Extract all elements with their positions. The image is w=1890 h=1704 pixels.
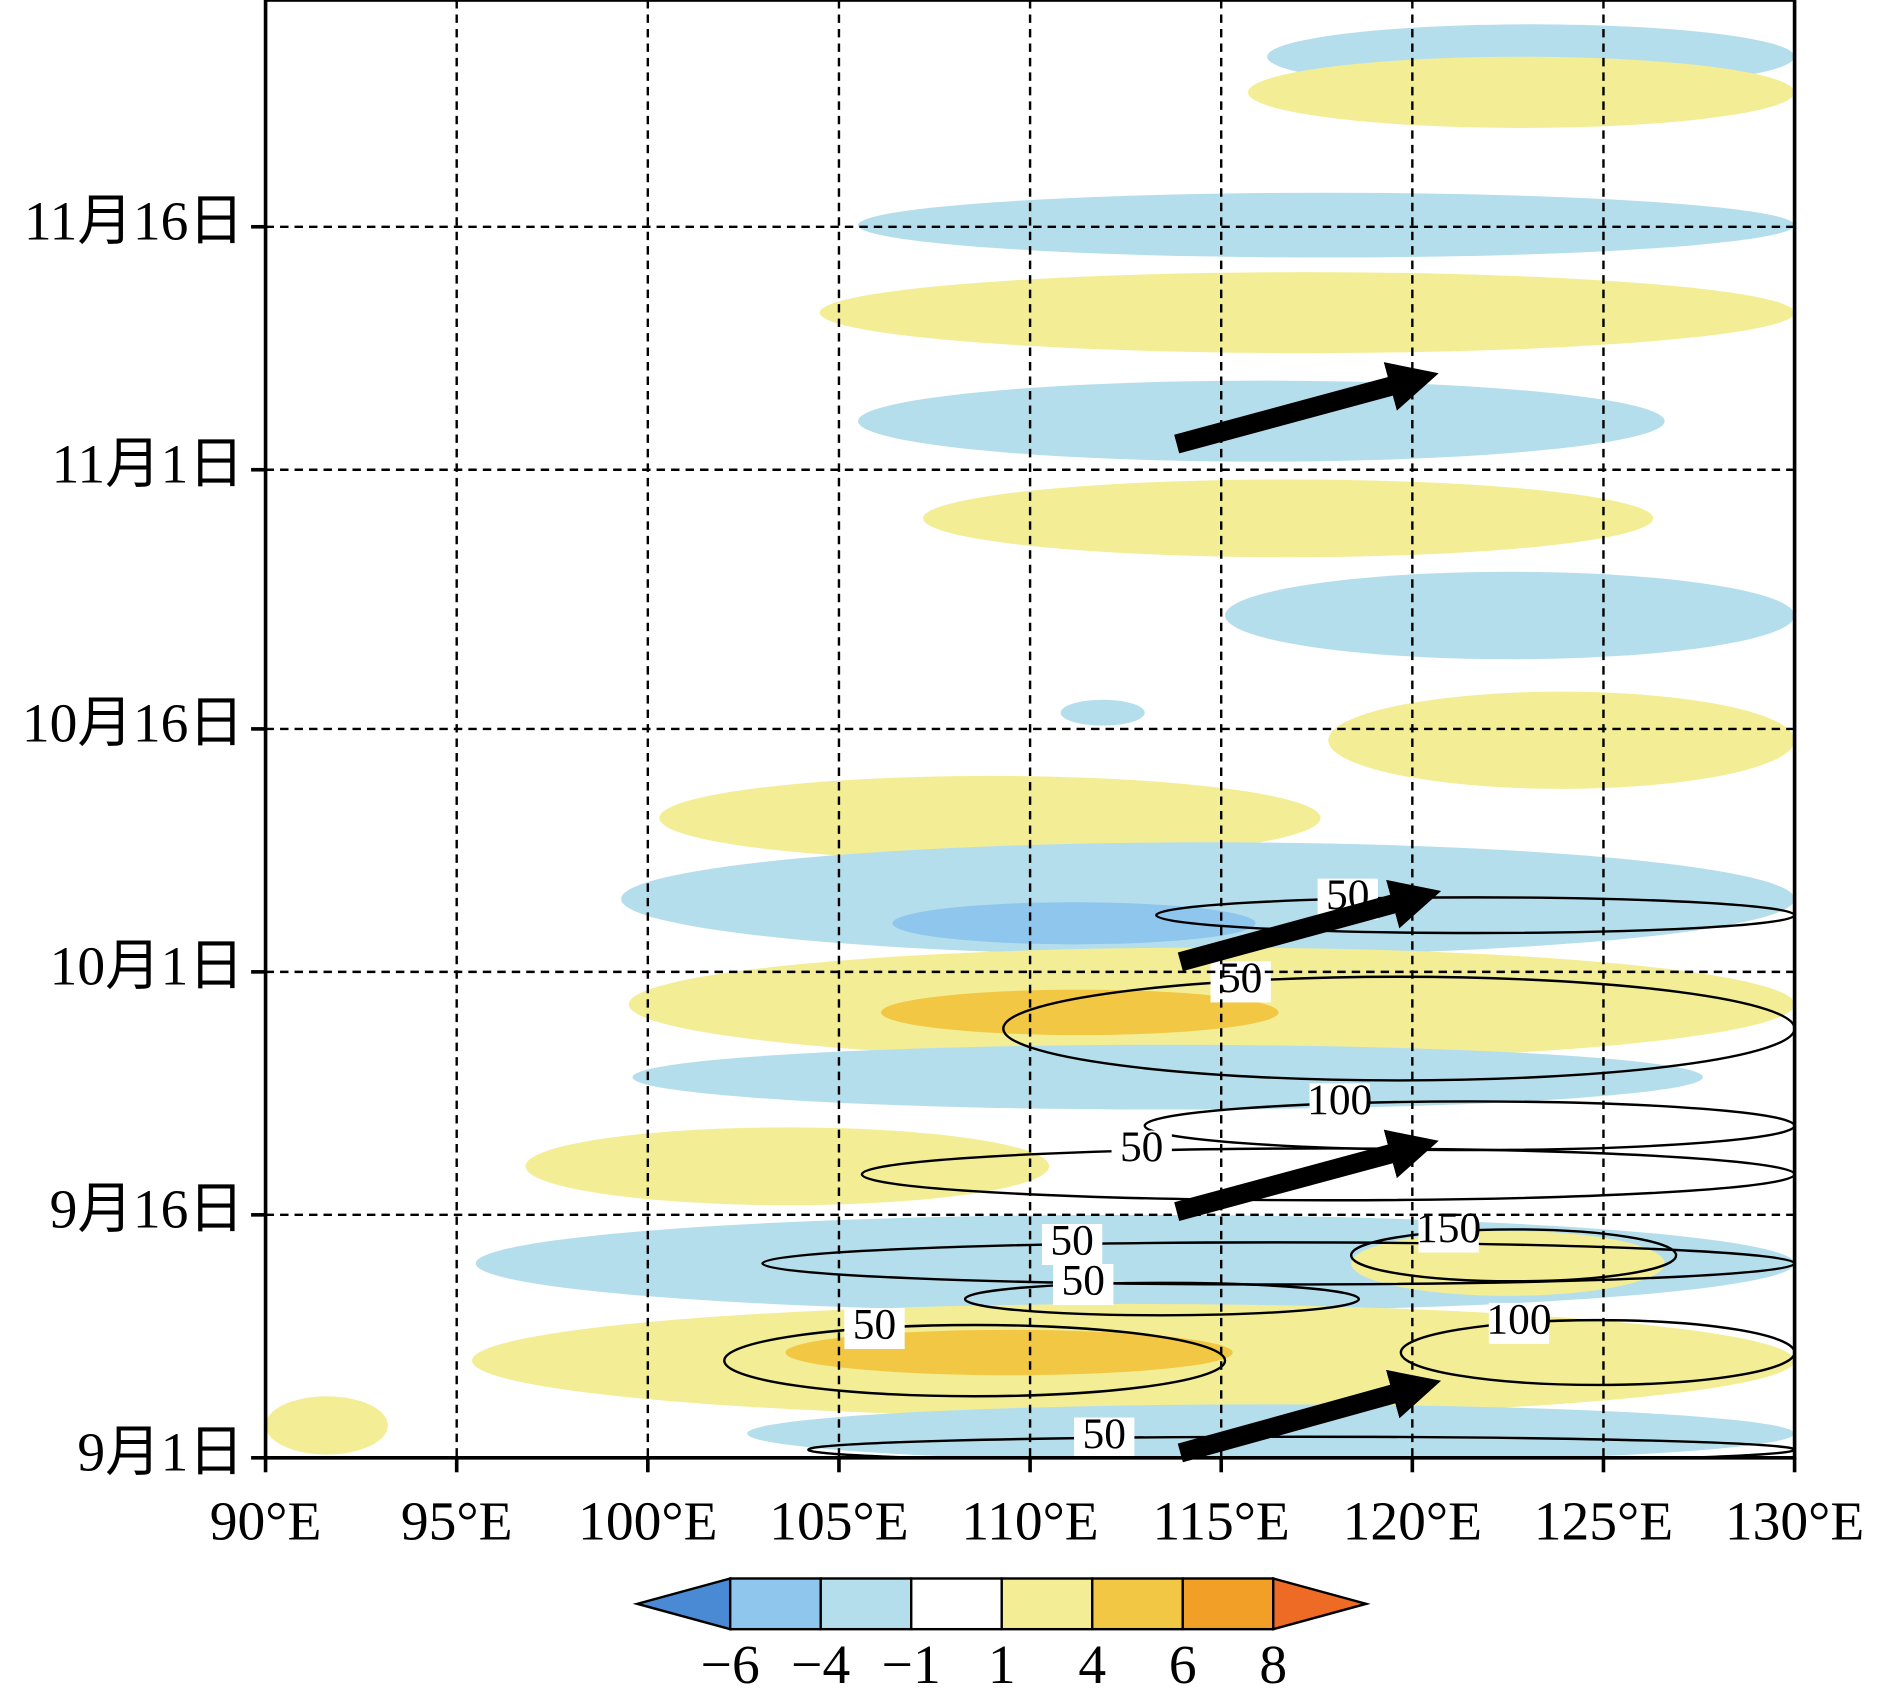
x-tick-label: 110°E (961, 1491, 1098, 1552)
contour-label-bg (1041, 1223, 1103, 1266)
contour-label-bg (844, 1308, 905, 1350)
colorbar-label: 8 (1259, 1635, 1287, 1696)
anomaly-band (1351, 1231, 1665, 1296)
arrow (1174, 362, 1439, 454)
contour-label: 50 (1083, 1410, 1126, 1458)
overlay: 90°E 95°E 100°E 105°E 110°E 115°E 120°E 125°E 13… (22, 0, 1864, 1552)
colorbar-box (910, 1577, 1003, 1631)
anomaly-band (923, 479, 1654, 558)
anomaly-band (1328, 691, 1795, 789)
contour-label-bg (1074, 1417, 1135, 1458)
contour (1399, 1318, 1795, 1387)
contour-label-bg (1111, 1130, 1172, 1172)
arrows (1174, 362, 1442, 1463)
anomaly-band (1225, 571, 1795, 660)
x-tick-label: 120°E (1343, 1491, 1482, 1552)
anomaly-band (819, 272, 1795, 354)
contour (1143, 1100, 1795, 1152)
y-tick-label: 10月16日 (22, 694, 244, 755)
x-tick-label: 100°E (578, 1491, 717, 1552)
contour (963, 1281, 1361, 1317)
contour-label-bg (1053, 1263, 1114, 1306)
colorbar-label: 1 (988, 1635, 1016, 1696)
colorbar-box (1000, 1577, 1094, 1631)
colorbar-box (1181, 1577, 1275, 1631)
colorbar-label: −6 (701, 1635, 760, 1696)
arrow (1177, 1369, 1442, 1463)
y-tick-label: 10月1日 (50, 937, 244, 998)
anomaly-band (632, 1044, 1703, 1110)
contour-label: 50 (1061, 1256, 1104, 1304)
contour-label: 50 (1120, 1123, 1163, 1171)
colorbar-box (728, 1577, 822, 1631)
contour-label: 150 (1416, 1204, 1481, 1252)
colorbar-extend (1272, 1576, 1371, 1631)
anomaly-band (265, 1396, 388, 1455)
plot-frame (263, 0, 1797, 1460)
contour-label: 50 (1219, 954, 1262, 1002)
colorbar-label: −1 (882, 1635, 941, 1696)
contour-label-bg (1309, 1083, 1370, 1125)
contour-label-bg (1488, 1302, 1550, 1344)
y-tick-label: 11月16日 (24, 192, 244, 253)
contour-label: 50 (853, 1301, 896, 1349)
colorbar-label: 6 (1169, 1635, 1197, 1696)
anomaly-band (659, 775, 1321, 861)
anomaly-band (1060, 699, 1145, 726)
arrow (1174, 1129, 1439, 1221)
x-tick-label: 125°E (1534, 1491, 1673, 1552)
y-tick-label: 11月1日 (52, 434, 244, 495)
anomaly-band (1248, 56, 1795, 128)
contour-label: 100 (1307, 1076, 1372, 1124)
x-tick-label: 90°E (210, 1491, 322, 1552)
colorbar-label: 4 (1078, 1635, 1106, 1696)
anomaly-band (858, 192, 1795, 258)
anomaly-band (881, 989, 1279, 1036)
x-tick-label: 130°E (1725, 1491, 1864, 1552)
y-tick-label: 9月1日 (77, 1423, 244, 1484)
arrow (1177, 879, 1442, 972)
contour-label-bg (1210, 961, 1271, 1003)
y-tick-label: 9月16日 (50, 1180, 244, 1241)
anomaly-band (525, 1127, 1050, 1206)
colorbar-extend (632, 1576, 732, 1631)
contour (1155, 896, 1795, 935)
x-tick-label: 115°E (1153, 1491, 1290, 1552)
colorbar-label: −4 (791, 1635, 850, 1696)
anomaly-band (892, 902, 1256, 945)
colorbar-box (819, 1577, 913, 1631)
contour-label-bg (1418, 1211, 1479, 1253)
x-tick-label: 105°E (769, 1491, 908, 1552)
contour-label: 50 (1050, 1216, 1093, 1264)
contour-label: 100 (1486, 1295, 1551, 1343)
colorbar-box (1091, 1577, 1184, 1631)
x-tick-label: 95°E (401, 1491, 513, 1552)
contour (723, 1323, 1227, 1398)
